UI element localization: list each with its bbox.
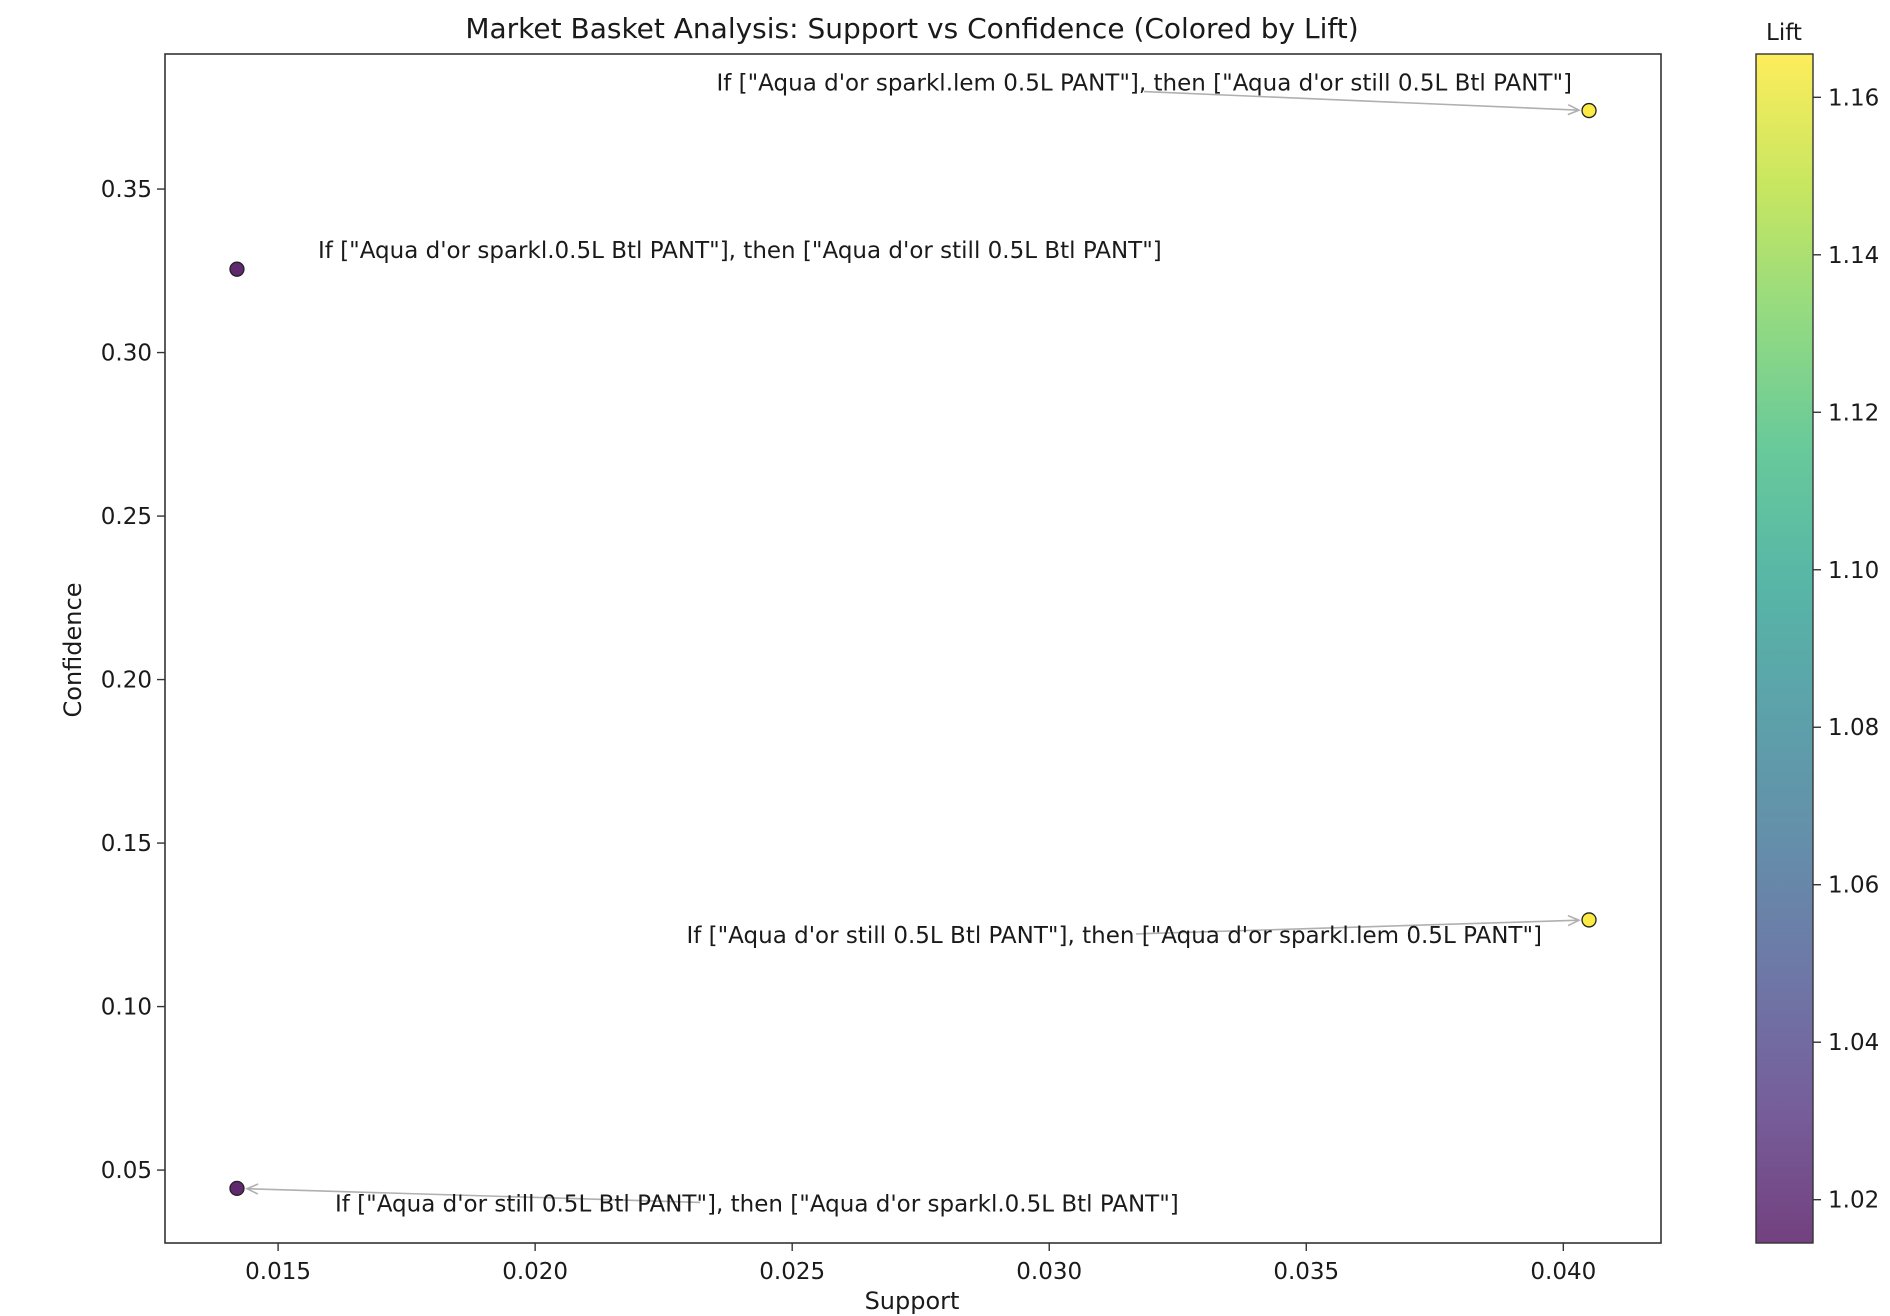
chart-title: Market Basket Analysis: Support vs Confi… xyxy=(465,12,1358,45)
annotation-arrowhead xyxy=(245,1183,259,1195)
y-tick-label: 0.10 xyxy=(101,995,152,1021)
annotation-arrow xyxy=(246,1187,700,1204)
point-annotation: If ["Aqua d'or still 0.5L Btl PANT"], th… xyxy=(335,1191,1179,1217)
point-annotation: If ["Aqua d'or sparkl.0.5L Btl PANT"], t… xyxy=(318,238,1162,264)
annotation-arrow xyxy=(1143,90,1580,111)
x-tick-label: 0.020 xyxy=(502,1259,568,1285)
point-annotation: If ["Aqua d'or sparkl.lem 0.5L PANT"], t… xyxy=(716,71,1572,97)
plot-area xyxy=(164,53,1662,1244)
colorbar-tick-label: 1.16 xyxy=(1828,85,1879,111)
x-tick-label: 0.030 xyxy=(1016,1259,1082,1285)
annotation-arrowhead xyxy=(1567,914,1581,927)
y-tick-label: 0.30 xyxy=(101,341,152,367)
scatter-point xyxy=(229,1180,245,1197)
colorbar-ticks: 1.02 1.04 1.06 1.08 1.10 1.12 1.14 1.16 xyxy=(1813,85,1879,1214)
scatter-point xyxy=(1581,912,1597,928)
y-tick-label: 0.20 xyxy=(101,668,152,694)
point-annotation: If ["Aqua d'or still 0.5L Btl PANT"], th… xyxy=(686,923,1542,949)
y-tick-label: 0.05 xyxy=(101,1158,152,1184)
y-axis: 0.05 0.10 0.15 0.20 0.25 0.30 0.35 xyxy=(101,177,165,1184)
x-tick-label: 0.040 xyxy=(1530,1259,1596,1285)
x-tick-label: 0.025 xyxy=(759,1259,825,1285)
y-tick-label: 0.25 xyxy=(101,504,152,530)
x-axis-label: Support xyxy=(865,1287,960,1315)
x-tick-label: 0.035 xyxy=(1273,1259,1339,1285)
colorbar-tick-label: 1.04 xyxy=(1828,1030,1879,1056)
annotations: If ["Aqua d'or sparkl.lem 0.5L PANT"], t… xyxy=(245,71,1581,1217)
colorbar-title: Lift xyxy=(1766,20,1802,46)
x-tick-label: 0.015 xyxy=(245,1259,311,1285)
x-axis: 0.015 0.020 0.025 0.030 0.035 0.040 xyxy=(245,1243,1596,1285)
data-points xyxy=(229,102,1597,1197)
y-tick-label: 0.15 xyxy=(101,831,152,857)
scatter-point xyxy=(229,261,245,277)
colorbar-tick-label: 1.10 xyxy=(1828,558,1879,584)
y-axis-label: Confidence xyxy=(59,583,87,718)
annotation-arrow xyxy=(1136,919,1580,935)
colorbar-tick-label: 1.14 xyxy=(1828,243,1879,269)
scatter-point xyxy=(1581,102,1597,119)
colorbar-tick-label: 1.06 xyxy=(1828,873,1879,899)
colorbar-tick-label: 1.08 xyxy=(1828,715,1879,741)
annotation-arrowhead xyxy=(1567,103,1581,116)
y-tick-label: 0.35 xyxy=(101,177,152,203)
colorbar xyxy=(1755,53,1814,1244)
colorbar-tick-label: 1.02 xyxy=(1828,1188,1879,1214)
colorbar-tick-label: 1.12 xyxy=(1828,400,1879,426)
